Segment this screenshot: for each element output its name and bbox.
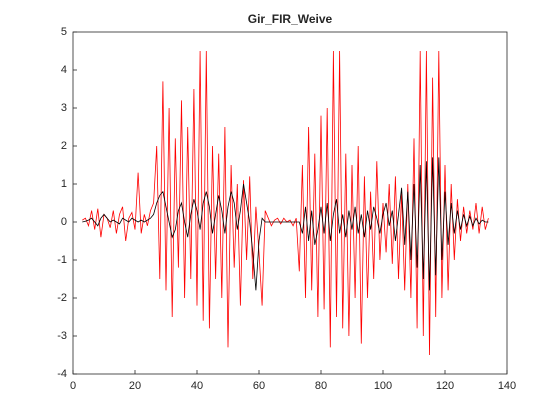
chart-title: Gir_FIR_Weive: [248, 12, 333, 26]
x-tick-label: 40: [191, 380, 203, 392]
y-tick-label: 1: [61, 178, 67, 190]
y-tick-label: -1: [57, 254, 67, 266]
y-tick-label: -4: [57, 368, 67, 380]
y-tick-label: 2: [61, 140, 67, 152]
x-tick-label: 140: [498, 380, 516, 392]
x-tick-label: 80: [315, 380, 327, 392]
y-tick-label: -2: [57, 292, 67, 304]
x-tick-label: 100: [374, 380, 392, 392]
y-tick-label: 4: [61, 64, 67, 76]
y-tick-label: 0: [61, 216, 67, 228]
x-tick-label: 0: [70, 380, 76, 392]
x-tick-label: 60: [253, 380, 265, 392]
y-tick-label: 5: [61, 26, 67, 38]
series-line: [82, 157, 489, 291]
y-tick-label: -3: [57, 330, 67, 342]
series-line: [82, 50, 489, 356]
x-tick-label: 20: [129, 380, 141, 392]
x-tick-label: 120: [436, 380, 454, 392]
y-tick-label: 3: [61, 102, 67, 114]
plot-frame: [72, 31, 508, 375]
